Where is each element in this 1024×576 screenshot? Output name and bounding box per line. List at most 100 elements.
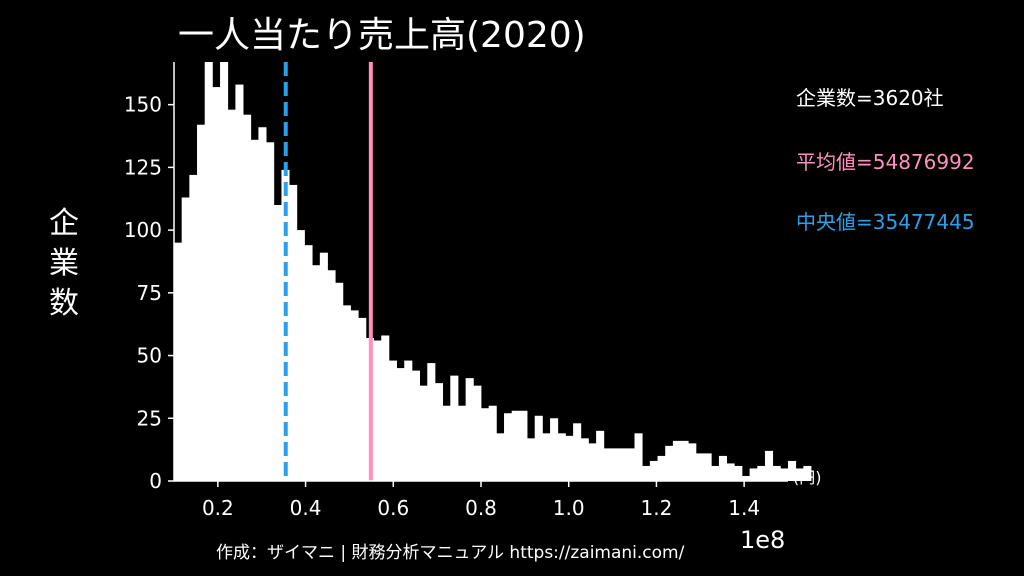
y-tick-label: 100 <box>124 218 162 242</box>
histogram-bar <box>741 475 751 481</box>
histogram-bar <box>788 460 797 481</box>
histogram-bar <box>626 448 635 481</box>
histogram-bar <box>672 440 681 481</box>
histogram-bar <box>312 265 321 481</box>
histogram-bar <box>496 433 505 481</box>
histogram-bar <box>373 340 382 481</box>
histogram-bar <box>488 405 497 481</box>
histogram-bar <box>573 423 582 481</box>
x-tick-label: 1.4 <box>728 496 760 520</box>
histogram-bar <box>803 465 812 481</box>
histogram-bar <box>266 142 275 482</box>
y-axis-label: 企業数 <box>49 206 79 321</box>
histogram-bar <box>174 242 183 481</box>
histogram-bar <box>688 443 697 481</box>
histogram-bars <box>174 62 812 482</box>
histogram-bar <box>304 245 313 481</box>
histogram-bar <box>220 62 229 481</box>
histogram-bar <box>442 405 451 481</box>
histogram-bar <box>649 460 658 481</box>
histogram-bar <box>388 360 397 481</box>
histogram-bar <box>504 413 513 481</box>
axes: 0 25 50 75 100 125 150 0.2 0.4 0.6 0.8 1.0 1.2 1.4 <box>124 62 788 520</box>
x-tick-label: 1.2 <box>641 496 673 520</box>
histogram-bar <box>611 448 620 481</box>
histogram-bar <box>580 438 589 481</box>
histogram-bar <box>519 410 528 481</box>
histogram-bar <box>212 87 221 482</box>
histogram-bar <box>473 385 482 481</box>
x-multiplier-label: 1e8 <box>740 526 786 554</box>
histogram-bar <box>289 184 298 481</box>
mean-annotation: 平均値=54876992 <box>796 150 975 174</box>
histogram-bar <box>197 124 206 481</box>
median-annotation: 中央値=35477445 <box>796 210 975 234</box>
histogram-bar <box>404 360 413 481</box>
histogram-bar <box>695 453 704 481</box>
histogram-bar <box>411 370 420 481</box>
histogram-bar <box>619 448 628 481</box>
histogram-bar <box>296 230 305 481</box>
y-tick-label: 125 <box>124 155 162 179</box>
y-tick-label: 75 <box>137 281 162 305</box>
histogram-bar <box>749 468 758 481</box>
histogram-bar <box>642 465 651 481</box>
histogram-bar <box>358 317 367 481</box>
footer-credit: 作成：ザイマニ | 財務分析マニュアル https://zaimani.com/ <box>216 543 685 563</box>
histogram-bar <box>427 363 436 481</box>
histogram-bar <box>396 368 405 481</box>
histogram-bar <box>657 455 666 481</box>
histogram-bar <box>381 335 390 481</box>
x-tick-label: 1.0 <box>553 496 585 520</box>
histogram-bar <box>342 305 351 481</box>
histogram-bar <box>419 385 428 481</box>
histogram-bar <box>434 383 444 481</box>
x-tick-label: 0.2 <box>202 496 234 520</box>
histogram-bar <box>450 375 459 481</box>
histogram-bar <box>273 205 282 482</box>
y-tick-label: 150 <box>124 93 162 117</box>
histogram-bar <box>795 468 804 481</box>
histogram-bar <box>335 282 344 481</box>
histogram-bar <box>711 465 720 481</box>
histogram-bar <box>588 443 597 481</box>
x-tick-label: 0.6 <box>377 496 409 520</box>
histogram-bar <box>457 405 467 481</box>
histogram-bar <box>542 433 551 481</box>
histogram-bar <box>772 465 781 481</box>
histogram-bar <box>550 418 559 481</box>
reference-lines <box>283 62 373 481</box>
histogram-bar <box>235 84 244 481</box>
histogram-bar <box>703 453 712 481</box>
histogram-bar <box>734 465 743 481</box>
histogram-bar <box>481 408 490 481</box>
histogram-bar <box>350 310 359 481</box>
histogram-bar <box>181 197 190 481</box>
histogram-bar <box>557 433 566 481</box>
histogram-bar <box>634 433 643 481</box>
histogram-bar <box>603 448 612 481</box>
histogram-bar <box>258 127 267 482</box>
histogram-bar <box>718 455 727 481</box>
histogram-bar <box>534 415 543 481</box>
histogram-bar <box>764 450 774 481</box>
y-tick-label: 50 <box>137 344 162 368</box>
x-tick-label: 0.8 <box>465 496 497 520</box>
chart-title: 一人当たり売上高(2020) <box>178 15 586 56</box>
histogram-bar <box>665 445 674 481</box>
x-tick-label: 0.4 <box>290 496 322 520</box>
y-tick-label: 25 <box>137 406 162 430</box>
histogram-bar <box>227 109 236 482</box>
histogram-bar <box>189 174 198 482</box>
y-tick-label: 0 <box>149 469 162 493</box>
histogram-bar <box>204 62 213 481</box>
histogram-bar <box>757 465 766 481</box>
histogram-bar <box>726 463 735 481</box>
histogram-bar <box>511 410 520 481</box>
histogram-bar <box>243 114 252 481</box>
histogram-bar <box>565 435 574 481</box>
histogram-bar <box>780 468 789 481</box>
histogram-bar <box>319 252 328 481</box>
histogram-bar <box>465 378 474 481</box>
